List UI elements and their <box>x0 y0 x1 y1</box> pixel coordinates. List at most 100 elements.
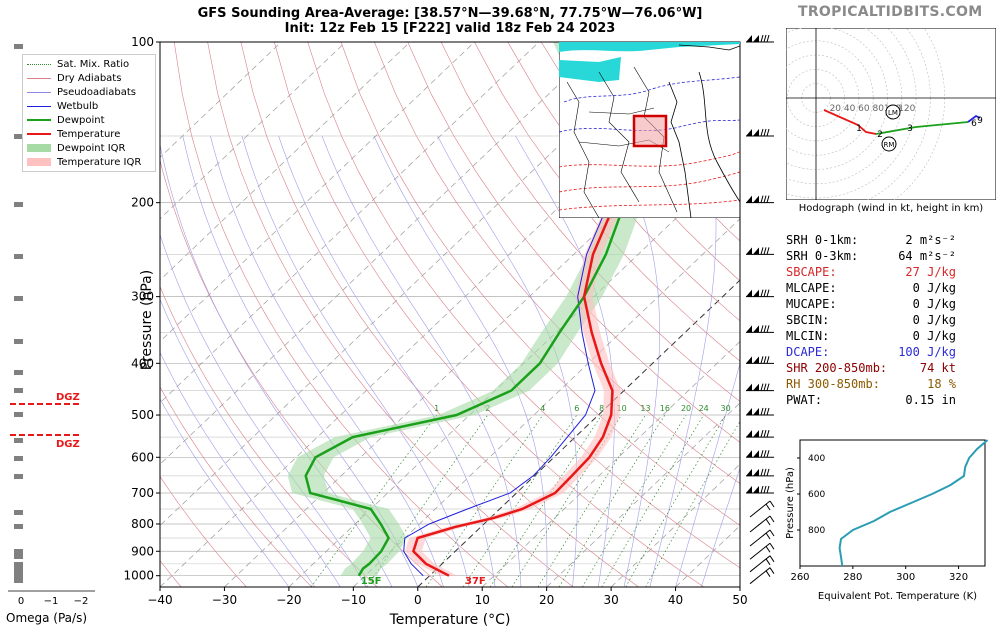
legend-swatch <box>27 91 51 93</box>
wind-barb <box>746 485 774 494</box>
y-tick-label: 700 <box>131 486 154 500</box>
omega-panel: DGZ DGZ 0 −1 −2 <box>8 44 95 607</box>
wind-barb <box>746 407 774 416</box>
wind-barb <box>749 500 775 518</box>
wind-barb <box>746 429 774 438</box>
map-cyan-region-2 <box>559 57 621 82</box>
omega-bar <box>14 202 23 207</box>
omega-bar <box>14 339 23 344</box>
legend-label: Dry Adiabats <box>57 72 122 84</box>
legend-label: Pseudoadiabats <box>57 86 137 98</box>
stat-value: 64 m²s⁻² <box>898 249 956 263</box>
mixing-ratio-line <box>625 414 726 587</box>
theta-e-panel: 260 280 300 320 400 600 800 Equivalent Pot. Tem… <box>785 439 989 602</box>
y-tick-label: 900 <box>131 544 154 558</box>
wind-barb <box>746 468 774 477</box>
hodo-ring-label: 80 <box>872 104 884 114</box>
hodo-height-label: 1 <box>856 124 862 134</box>
mixing-ratio-label: 20 <box>681 404 691 413</box>
hodo-motion-marker <box>881 136 897 152</box>
stat-label: MLCAPE: <box>786 281 837 295</box>
stat-value: 0 J/kg <box>912 297 956 311</box>
legend-item: Dewpoint IQR <box>27 141 151 155</box>
dry-adiabat <box>160 158 443 587</box>
y-tick-label: 300 <box>131 290 154 304</box>
omega-bar <box>14 474 23 479</box>
omega-bar <box>14 574 23 579</box>
hodo-ring-label: 60 <box>858 104 870 114</box>
stat-value: 0 J/kg <box>912 329 956 343</box>
isotherm <box>160 42 733 587</box>
dry-adiabat <box>540 42 740 282</box>
dry-adiabat <box>274 42 705 587</box>
omega-bar <box>14 549 23 554</box>
x-tick-label: −10 <box>341 593 366 607</box>
y-tick-label: 500 <box>131 408 154 422</box>
dgz-label-bottom: DGZ <box>56 439 80 450</box>
wind-barb <box>749 555 775 573</box>
omega-bar <box>14 566 23 571</box>
legend-item: Pseudoadiabats <box>27 85 151 99</box>
stat-row: SBCAPE: 27 J/kg <box>786 264 956 280</box>
isotherm <box>160 42 669 527</box>
te-x-tick-label: 260 <box>790 572 809 583</box>
isotherm <box>610 463 740 587</box>
omega-xlabel: Omega (Pa/s) <box>6 611 88 625</box>
x-tick-label: −40 <box>147 593 172 607</box>
pseudoadiabat <box>160 233 367 587</box>
hodo-ring-label: 120 <box>898 104 915 114</box>
mixing-ratio-label: 36 <box>739 404 749 413</box>
wind-barb <box>749 542 775 560</box>
stat-label: DCAPE: <box>786 345 830 359</box>
y-tick-label: 400 <box>131 356 154 370</box>
hodo-motion-marker <box>885 104 901 120</box>
theta-e-frame <box>799 439 986 567</box>
mixing-ratio-label: 4 <box>540 404 545 413</box>
y-tick-label: 800 <box>131 517 154 531</box>
isotherm <box>160 42 346 220</box>
te-x-tick-label: 320 <box>949 572 968 583</box>
legend-swatch <box>27 158 51 166</box>
mixing-ratio-line <box>489 414 602 587</box>
legend-item: Dry Adiabats <box>27 71 151 85</box>
mixing-ratio-label: 6 <box>574 404 579 413</box>
hodo-motion-label: RM <box>884 141 895 149</box>
mixing-ratio-line <box>537 414 646 587</box>
brand-logo-text: TROPICALTIDBITS.COM <box>798 4 983 20</box>
legend-swatch <box>27 105 51 107</box>
x-tick-label: 30 <box>603 593 618 607</box>
legend-item: Temperature IQR <box>27 155 151 169</box>
surface-dewpoint-label: 15F <box>361 576 382 587</box>
mixing-ratio-line <box>462 414 578 587</box>
isotherm <box>160 42 475 342</box>
hodograph: 2040608010012012369LMRM <box>786 28 996 200</box>
pseudoadiabat <box>608 135 660 587</box>
dry-adiabat <box>374 42 740 485</box>
pseudoadiabat <box>160 398 290 587</box>
wind-barb <box>746 450 774 458</box>
mixing-ratio-line <box>601 414 704 587</box>
wind-barb <box>746 128 774 137</box>
omega-bar <box>14 254 23 259</box>
omega-bar <box>14 44 23 49</box>
omega-bar <box>14 562 23 567</box>
temperature-iqr-band <box>405 42 670 576</box>
isotherm <box>160 42 282 158</box>
map-contour <box>563 76 740 103</box>
y-tick-label: 200 <box>131 196 154 210</box>
wind-barb <box>749 515 775 533</box>
y-tick-label: 100 <box>131 35 154 49</box>
stat-label: MLCIN: <box>786 329 830 343</box>
omega-bar <box>14 296 23 301</box>
mixing-ratio-label: 24 <box>699 404 709 413</box>
te-y-label: Pressure (hPa) <box>785 467 796 539</box>
legend-item: Dewpoint <box>27 113 151 127</box>
mixing-ratio-line <box>582 414 687 587</box>
omega-tick-1: −1 <box>44 596 59 607</box>
stat-row: DCAPE: 100 J/kg <box>786 344 956 360</box>
stats-table: SRH 0-1km: 2 m²s⁻² SRH 0-3km: 64 m²s⁻² SBCAP… <box>786 232 956 408</box>
hodo-motion-label: LM <box>888 109 898 117</box>
isotherm <box>546 402 740 587</box>
omega-tick-0: 0 <box>18 596 24 607</box>
dry-adiabat <box>340 42 740 526</box>
